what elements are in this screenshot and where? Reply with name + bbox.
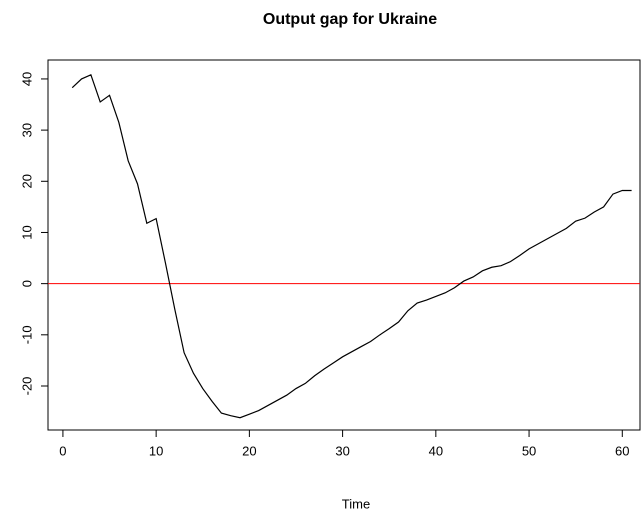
x-tick-label: 10 [149,443,163,458]
y-tick-label: 0 [19,280,34,287]
plot-box [47,59,641,431]
x-tick-label: 0 [59,443,66,458]
chart-title: Output gap for Ukraine [263,11,437,28]
x-tick-label: 40 [429,443,443,458]
y-tick-label: -10 [19,325,34,344]
data-line [71,74,632,419]
x-tick-label: 30 [335,443,349,458]
y-tick-label: 30 [19,123,34,137]
x-tick-label: 20 [242,443,256,458]
x-tick-label: 60 [615,443,629,458]
y-tick-label: 20 [19,174,34,188]
y-tick-label: 40 [19,72,34,86]
x-tick-label: 50 [522,443,536,458]
y-tick-label: 10 [19,225,34,239]
x-axis-label: Time [342,496,370,511]
y-tick-label: -20 [19,377,34,396]
